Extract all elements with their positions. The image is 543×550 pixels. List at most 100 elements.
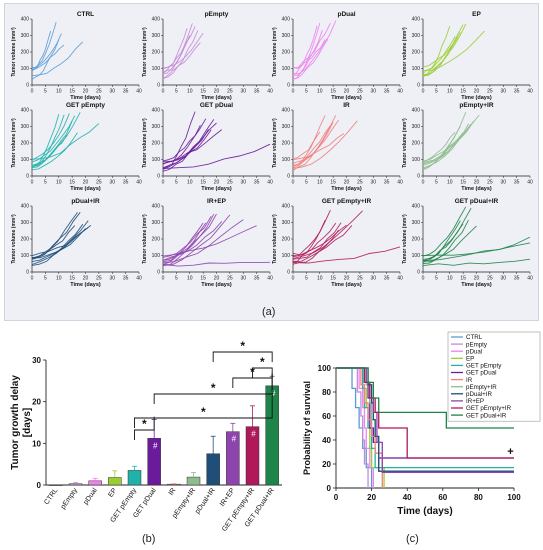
significance-star: * (211, 381, 216, 395)
x-tick-label: 0 (422, 276, 425, 282)
y-tick-label: 300 (282, 220, 291, 226)
tumor-curve-ir-ep (162, 225, 257, 257)
legend-label-get-pdual: GET pDual (466, 370, 497, 377)
y-axis-label: Tumor volume (mm³) (272, 118, 278, 168)
x-tick-label: 0 (422, 89, 425, 95)
y-axis-label: Tumor volume (mm³) (402, 118, 408, 168)
y-tick-label: 200 (412, 237, 421, 243)
tumor-curve-ir (292, 115, 326, 167)
y-tick-label: 300 (21, 33, 30, 39)
tumor-curve-ir-ep (162, 221, 223, 261)
x-tick-label: 0 (162, 180, 165, 186)
x-tick-label: 100 (507, 493, 521, 502)
x-tick-label: 20 (214, 89, 220, 95)
x-tick-label: 10 (56, 180, 62, 186)
tumor-curve-ctrl (31, 44, 65, 69)
y-tick-label: 0 (417, 174, 420, 180)
tumor-curve-get-pempty-ir (292, 246, 401, 264)
tumor-curve-ir-ep (162, 261, 271, 267)
y-tick-label: 80 (322, 388, 331, 397)
tumor-curve-get-pempty (31, 115, 76, 163)
x-tick-label: 35 (384, 276, 390, 282)
legend-label-ir-ep: IR+EP (466, 398, 484, 405)
x-tick-label: 0 (422, 180, 425, 186)
caption-c: (c) (406, 533, 419, 545)
x-axis-label: Time (days) (397, 506, 452, 517)
x-tick-label: 60 (438, 493, 447, 502)
x-tick-label: 15 (330, 180, 336, 186)
x-tick-label: 40 (397, 276, 403, 282)
x-tick-label: 30 (240, 180, 246, 186)
y-axis-label: Tumor volume (mm³) (142, 27, 148, 77)
x-tick-label: 20 (214, 276, 220, 282)
y-axis-label: Tumor volume (mm³) (272, 27, 278, 77)
x-tick-label: 10 (317, 180, 323, 186)
tumor-curve-pdual (292, 30, 323, 76)
y-tick-label: 0 (157, 270, 160, 276)
x-tick-label: 5 (305, 180, 308, 186)
bar-pdual-ir (206, 453, 220, 486)
y-tick-label: 400 (412, 108, 421, 114)
significance-bracket (153, 373, 273, 404)
tumor-curve-get-pempty (31, 134, 68, 167)
x-tick-label: 5 (175, 180, 178, 186)
x-axis-label: Time (days) (201, 282, 232, 288)
x-tick-label: 0 (162, 276, 165, 282)
tumor-curve-ctrl (31, 30, 52, 71)
tumor-curve-get-pempty (31, 114, 65, 168)
x-axis-label: Time (days) (331, 95, 362, 101)
x-tick-label: 30 (500, 276, 506, 282)
x-tick-label: 35 (123, 89, 129, 95)
legend-box (447, 331, 541, 422)
x-tick-label: 30 (240, 89, 246, 95)
y-tick-label: 100 (21, 66, 30, 72)
y-tick-label: 300 (21, 220, 30, 226)
x-tick-label: 5 (175, 89, 178, 95)
x-tick-label: 40 (136, 89, 142, 95)
x-tick-label: 30 (370, 89, 376, 95)
y-tick-label: 0 (37, 481, 42, 490)
x-axis-label: Time (days) (201, 95, 232, 101)
y-tick-label: 200 (412, 141, 421, 147)
x-axis-label: Time (days) (461, 282, 492, 288)
y-tick-label: 0 (157, 174, 160, 180)
legend-label-ep: EP (466, 356, 474, 363)
x-tick-label: 35 (254, 180, 260, 186)
x-tick-label: 30 (500, 89, 506, 95)
x-tick-label: 25 (227, 180, 233, 186)
y-tick-label: 200 (282, 237, 291, 243)
x-tick-label: 40 (397, 89, 403, 95)
x-tick-label: 20 (474, 180, 480, 186)
x-axis-label: Time (days) (461, 186, 492, 192)
x-tick-label: 35 (123, 180, 129, 186)
x-tick-label: 10 (447, 180, 453, 186)
x-tick-label: 35 (384, 89, 390, 95)
x-tick-label: 5 (435, 276, 438, 282)
tumor-curve-ctrl (31, 41, 84, 77)
hash-mark: # (251, 430, 256, 439)
subplot-title: GET pEmpty (66, 102, 105, 109)
x-tick-label: 25 (487, 89, 493, 95)
x-tick-label: 40 (397, 180, 403, 186)
x-tick-label: 40 (267, 276, 273, 282)
survival-curve-ir (336, 367, 383, 488)
x-tick-label: 15 (460, 89, 466, 95)
annotation-mark: + (507, 446, 513, 458)
tumor-curve-pdual (292, 38, 329, 80)
y-tick-label: 200 (152, 141, 161, 147)
tumor-curve-ep (422, 30, 485, 72)
x-tick-label: 20 (83, 180, 89, 186)
survival-curve-ir-ep (336, 367, 514, 474)
x-axis-label: Time (days) (70, 282, 101, 288)
x-tick-label: 25 (487, 180, 493, 186)
tumor-curve-pempty (162, 42, 201, 73)
panel-c-survival-curves: 0 20 40 60 80 100 0 20 40 60 80 100 Time (days) Proba… (302, 331, 541, 517)
tumor-curve-pdual-ir (31, 225, 76, 260)
y-tick-label: 0 (26, 270, 29, 276)
significance-star: * (201, 405, 206, 419)
subplot-title: pEmpty+IR (459, 102, 493, 109)
y-tick-label: 10 (32, 439, 41, 448)
x-tick-label: 25 (96, 276, 102, 282)
